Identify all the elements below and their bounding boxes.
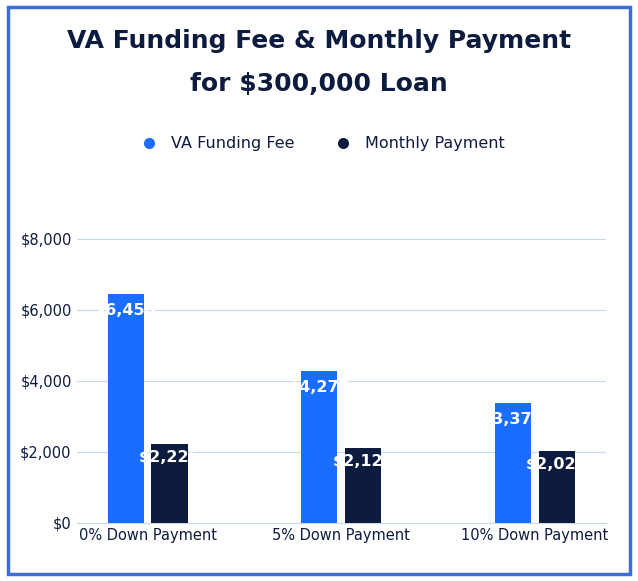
- Text: $3,375: $3,375: [482, 412, 544, 427]
- Bar: [151, 444, 188, 523]
- Text: $6,450: $6,450: [95, 303, 156, 318]
- Bar: [495, 403, 531, 523]
- Text: VA Funding Fee & Monthly Payment: VA Funding Fee & Monthly Payment: [67, 28, 571, 53]
- Text: $2,122: $2,122: [332, 454, 394, 469]
- Bar: [345, 447, 382, 523]
- Legend: VA Funding Fee, Monthly Payment: VA Funding Fee, Monthly Payment: [127, 130, 511, 158]
- Text: $2,225: $2,225: [138, 450, 200, 465]
- Bar: [539, 451, 575, 523]
- Text: $4,275: $4,275: [288, 380, 350, 395]
- Text: $2,027: $2,027: [526, 457, 588, 472]
- Text: for $300,000 Loan: for $300,000 Loan: [190, 72, 448, 96]
- Bar: [301, 371, 338, 523]
- Bar: [108, 294, 144, 523]
